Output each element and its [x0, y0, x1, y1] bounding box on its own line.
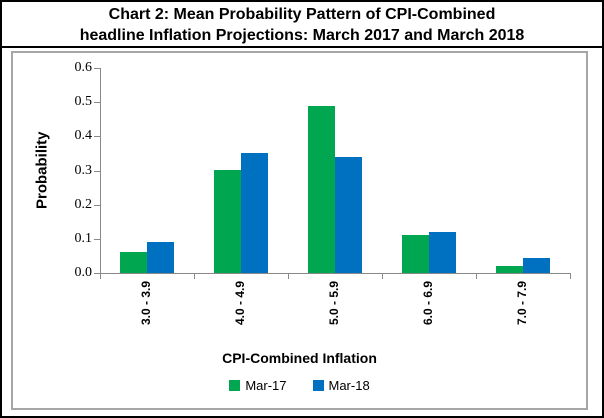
bar-mar-18-6.0-6.9: [429, 232, 456, 273]
chart-title: Chart 2: Mean Probability Pattern of CPI…: [2, 2, 602, 48]
bar-mar-17-5.0-5.9: [308, 106, 335, 273]
x-tick-label: 4.0 - 4.9: [233, 281, 247, 326]
y-tick-label: 0.6: [74, 60, 93, 75]
plot-area: 0.0 0.1 0.2 0.3 0.4 0.5 0.6 3.0 - 3.9 4.0 - 4.9 5…: [13, 53, 586, 408]
legend-item-mar-18: Mar-18: [312, 378, 370, 393]
bar-mar-18-5.0-5.9: [335, 157, 362, 273]
bar-mar-17-4.0-4.9: [214, 170, 241, 273]
bar-mar-18-7.0-7.9: [523, 258, 550, 273]
y-tick-label: 0.2: [74, 196, 93, 212]
y-tick-label: 0.0: [74, 265, 93, 280]
y-tick-label: 0.1: [74, 230, 93, 246]
x-tick-mark: [570, 274, 571, 279]
x-tick-label: 5.0 - 5.9: [327, 281, 341, 326]
y-tick-mark: [94, 68, 100, 69]
chart-title-line1: Chart 2: Mean Probability Pattern of CPI…: [108, 6, 496, 23]
bar-mar-17-3.0-3.9: [120, 252, 147, 273]
chart-title-line2: headline Inflation Projections: March 20…: [79, 27, 525, 44]
y-tick-label: 0.4: [74, 128, 93, 144]
x-tick-mark: [194, 274, 195, 279]
x-tick-mark: [288, 274, 289, 279]
chart-area: Probability 0.0 0.1 0.2 0.3 0.4 0.5 0.6 3.0 - 3…: [11, 51, 588, 410]
y-tick-label: 0.5: [74, 94, 93, 110]
x-tick-mark: [100, 274, 101, 279]
legend-swatch-mar-17: [229, 380, 241, 391]
x-tick-label: 6.0 - 6.9: [421, 281, 435, 326]
x-tick-label: 7.0 - 7.9: [515, 281, 529, 326]
y-tick-mark: [94, 170, 100, 172]
y-tick-mark: [94, 136, 100, 138]
x-tick-mark: [476, 274, 477, 279]
y-tick-mark: [94, 238, 100, 240]
legend-swatch-mar-18: [312, 380, 324, 391]
bar-mar-18-4.0-4.9: [241, 153, 268, 273]
y-axis-line: [100, 68, 101, 274]
y-tick-mark: [94, 273, 100, 274]
legend-label: Mar-18: [328, 378, 370, 393]
legend: Mar-17 Mar-18: [13, 378, 586, 393]
x-axis-title: CPI-Combined Inflation: [222, 350, 377, 366]
y-tick-label: 0.3: [74, 162, 93, 178]
legend-label: Mar-17: [245, 378, 287, 393]
x-tick-label: 3.0 - 3.9: [139, 281, 153, 326]
legend-item-mar-17: Mar-17: [229, 378, 287, 393]
bar-mar-17-6.0-6.9: [402, 235, 429, 273]
x-axis-line: [100, 273, 571, 274]
y-tick-mark: [94, 204, 100, 206]
bar-mar-18-3.0-3.9: [147, 242, 174, 273]
x-tick-mark: [382, 274, 383, 279]
bar-mar-17-7.0-7.9: [496, 266, 523, 273]
y-tick-mark: [94, 102, 100, 104]
